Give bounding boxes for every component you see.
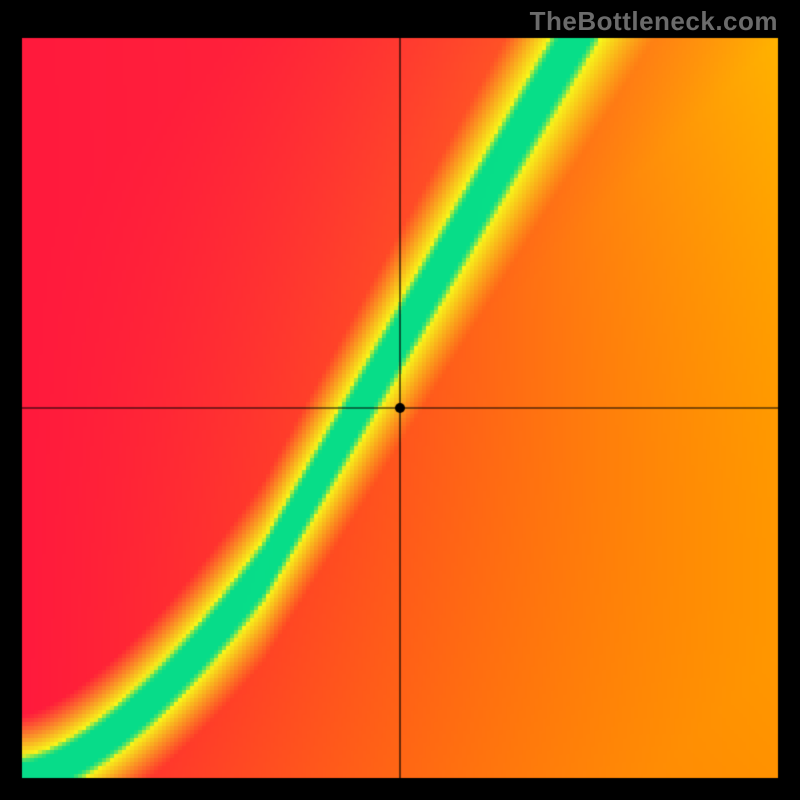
bottleneck-heatmap	[0, 0, 800, 800]
watermark-text: TheBottleneck.com	[530, 6, 778, 37]
chart-container: TheBottleneck.com	[0, 0, 800, 800]
